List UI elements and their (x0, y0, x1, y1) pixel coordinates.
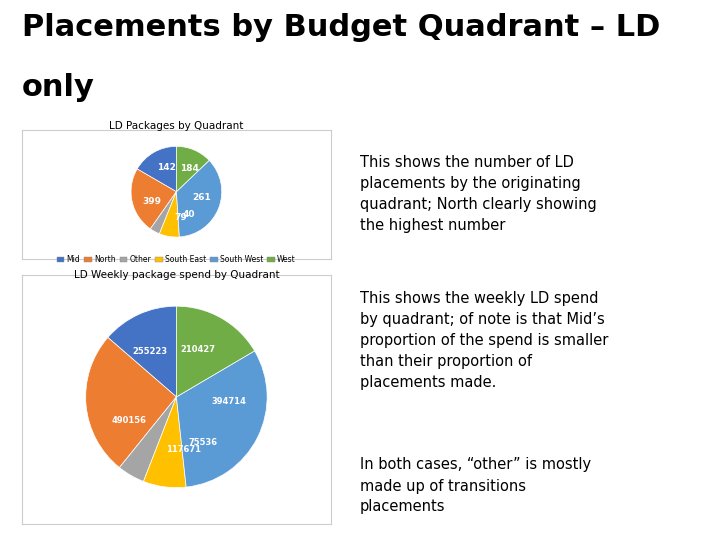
Text: 399: 399 (143, 197, 161, 206)
Text: only: only (22, 73, 94, 102)
Title: LD Weekly package spend by Quadrant: LD Weekly package spend by Quadrant (73, 270, 279, 280)
Legend: Mid, North, Other, South East, South West, West: Mid, North, Other, South East, South Wes… (54, 252, 299, 267)
Text: 79: 79 (174, 213, 187, 222)
Text: 394714: 394714 (212, 397, 246, 406)
Wedge shape (176, 160, 222, 237)
Text: This shows the number of LD
placements by the originating
quadrant; North clearl: This shows the number of LD placements b… (360, 156, 597, 233)
Text: 142: 142 (157, 163, 176, 172)
Text: 255223: 255223 (132, 347, 168, 356)
Wedge shape (120, 397, 176, 482)
Wedge shape (150, 192, 176, 234)
Wedge shape (176, 306, 255, 397)
Text: 490156: 490156 (112, 416, 147, 425)
Wedge shape (176, 146, 210, 192)
Wedge shape (159, 192, 179, 237)
Text: 261: 261 (193, 193, 212, 202)
Wedge shape (86, 338, 176, 468)
Text: 210427: 210427 (181, 345, 216, 354)
Text: In both cases, “other” is mostly
made up of transitions
placements: In both cases, “other” is mostly made up… (360, 457, 591, 515)
Wedge shape (143, 397, 186, 488)
Wedge shape (176, 351, 267, 487)
Wedge shape (108, 306, 176, 397)
Title: LD Packages by Quadrant: LD Packages by Quadrant (109, 122, 243, 131)
Text: Placements by Budget Quadrant – LD: Placements by Budget Quadrant – LD (22, 14, 660, 43)
Wedge shape (137, 146, 176, 192)
Text: 40: 40 (183, 210, 195, 219)
Text: 184: 184 (180, 164, 199, 173)
Text: 117671: 117671 (166, 444, 201, 454)
Wedge shape (131, 169, 176, 229)
Text: 75536: 75536 (188, 438, 217, 447)
Legend: Mid, North, Other, South East, South West, West: Mid, North, Other, South East, South Wes… (54, 537, 299, 540)
Text: This shows the weekly LD spend
by quadrant; of note is that Mid’s
proportion of : This shows the weekly LD spend by quadra… (360, 291, 608, 390)
